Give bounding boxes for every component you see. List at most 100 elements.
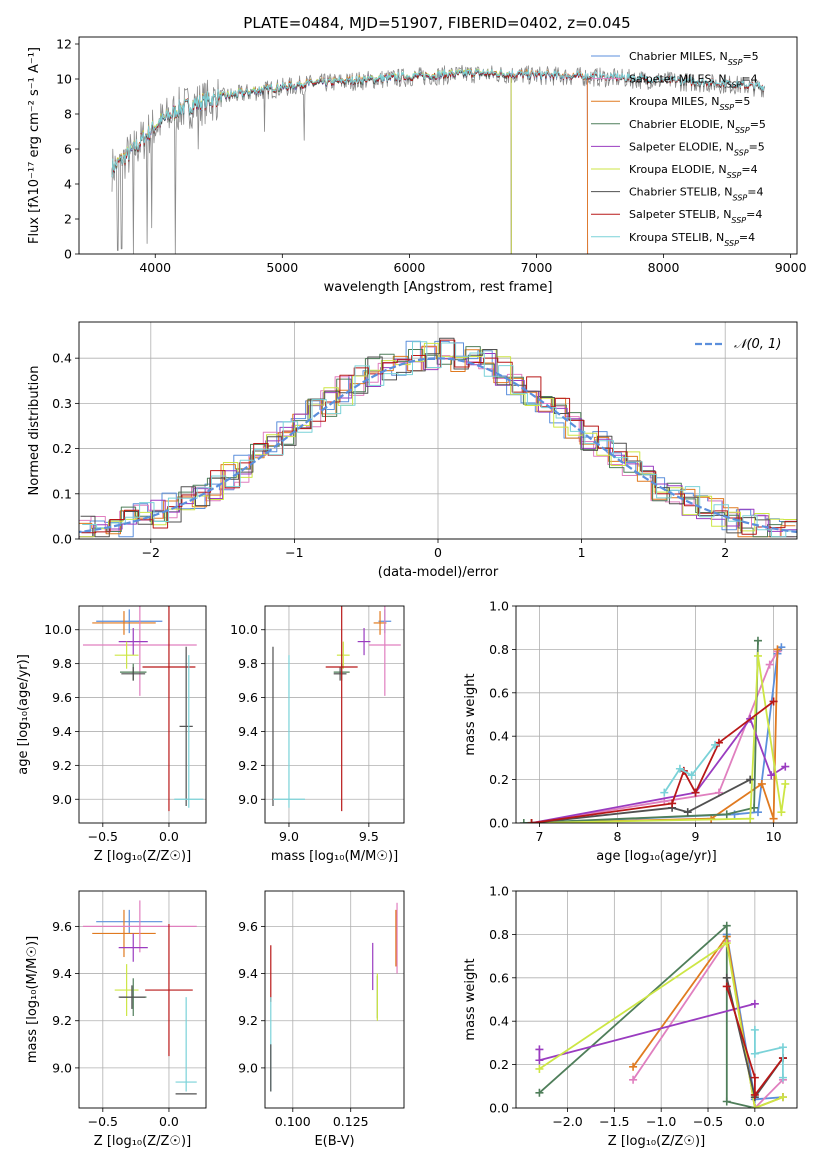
y-tick-label: 0.8 xyxy=(489,927,509,942)
y-axis-label: Flux [fλ10⁻¹⁷ erg cm⁻² s⁻¹ A⁻¹] xyxy=(27,47,42,244)
y-axis-label: Normed distribution xyxy=(27,366,42,496)
weight-marker xyxy=(722,982,731,991)
y-tick-label: 9.4 xyxy=(52,966,72,981)
x-tick-label: 7000 xyxy=(521,260,553,275)
plot-area xyxy=(272,606,401,812)
x-tick-label: −1.5 xyxy=(599,1114,629,1129)
grid xyxy=(79,891,206,1108)
weight-marker xyxy=(675,764,684,773)
errorbar-salpeter-elodie xyxy=(357,628,371,656)
x-tick-label: −2 xyxy=(142,545,160,560)
y-tick-label: 10 xyxy=(56,72,72,87)
x-tick-label: 8000 xyxy=(648,260,680,275)
weight-line-kroupa-stelib xyxy=(754,1029,784,1078)
x-tick-label: 2 xyxy=(721,545,729,560)
y-tick-label: 9.2 xyxy=(238,758,258,773)
x-tick-label: 8 xyxy=(613,829,621,844)
weight-marker xyxy=(660,788,669,797)
legend-label: Salpeter STELIB, NSSP=4 xyxy=(629,208,762,225)
histogram-kroupa-miles xyxy=(79,345,796,538)
model-spectrum-kroupa-stelib xyxy=(111,68,766,177)
x-axis-label: age [log₁₀(age/yr)] xyxy=(596,849,717,864)
y-tick-label: 8 xyxy=(64,107,72,122)
x-tick-label: 5000 xyxy=(266,260,298,275)
weight-marker xyxy=(519,819,528,823)
y-tick-label: 9.2 xyxy=(52,1013,72,1028)
y-tick-label: 9.0 xyxy=(238,1060,258,1075)
x-tick-label: 0.0 xyxy=(159,1114,179,1129)
y-tick-label: 0.2 xyxy=(489,772,509,787)
x-tick-label: 0.0 xyxy=(159,829,179,844)
x-tick-label: 0.100 xyxy=(275,1114,311,1129)
legend: Chabrier MILES, NSSP=5 Salpeter MILES, NS… xyxy=(591,50,766,247)
y-tick-label: 2 xyxy=(64,212,72,227)
y-tick-label: 10.0 xyxy=(230,622,258,637)
weight-marker xyxy=(750,1073,759,1082)
y-tick-label: 0.0 xyxy=(489,1101,509,1116)
axes-frame xyxy=(264,605,405,824)
x-tick-label: 7 xyxy=(535,829,543,844)
y-tick-label: 1.0 xyxy=(489,599,509,614)
errorbar-kroupa-miles xyxy=(92,611,156,635)
y-tick-label: 9.2 xyxy=(52,758,72,773)
weight-marker xyxy=(629,1075,638,1084)
y-tick-label: 4 xyxy=(64,177,72,192)
errorbar-salpeter-stelib xyxy=(145,924,193,1057)
errorbar-salpeter-elodie xyxy=(118,628,148,656)
y-tick-label: 0.4 xyxy=(489,729,509,744)
histogram-salpeter-elodie xyxy=(79,353,797,538)
y-tick-label: 0.0 xyxy=(489,816,509,831)
legend-label: Salpeter ELODIE, NSSP=5 xyxy=(629,140,765,157)
errorbar-kroupa-elodie xyxy=(114,964,139,1017)
y-tick-label: 0.8 xyxy=(489,642,509,657)
grid xyxy=(265,606,404,823)
y-tick-label: 0 xyxy=(64,247,72,262)
weight-marker xyxy=(767,771,776,780)
weight-line-chabrier-elodie xyxy=(523,640,759,823)
y-tick-label: 9.4 xyxy=(52,724,72,739)
weight-marker xyxy=(753,636,762,645)
y-tick-label: 9.0 xyxy=(52,792,72,807)
legend-label: Kroupa ELODIE, NSSP=4 xyxy=(629,163,758,180)
weight-marker xyxy=(773,645,782,654)
y-tick-label: 0.3 xyxy=(52,396,72,411)
legend-label: Salpeter MILES, NSSP=4 xyxy=(629,73,758,90)
weight-marker xyxy=(668,799,677,808)
weight-marker xyxy=(769,697,778,706)
errorbar-salpeter-stelib xyxy=(142,606,196,812)
y-tick-label: 9.2 xyxy=(238,1013,258,1028)
plot-area xyxy=(111,64,766,254)
legend-label: Chabrier MILES, NSSP=5 xyxy=(629,50,759,67)
weight-marker xyxy=(777,808,786,817)
model-spectrum-kroupa-miles xyxy=(111,68,589,254)
errorbar-chabrier-miles xyxy=(96,609,163,634)
grid xyxy=(79,606,206,823)
y-tick-label: 9.4 xyxy=(238,966,258,981)
weight-line-salpeter-elodie xyxy=(538,1002,756,1062)
axes-frame xyxy=(515,605,798,824)
x-axis-label: Z [log₁₀(Z/Z☉)] xyxy=(94,1134,191,1149)
y-axis-label: age [log₁₀(age/yr)] xyxy=(16,654,31,775)
panel-spectrum: 4000 5000 6000 7000 8000 9000 0 2 4 6 8 10 12 wavelen… xyxy=(27,37,807,296)
weight-marker xyxy=(687,771,696,780)
x-axis-label: E(B-V) xyxy=(314,1134,354,1149)
weight-marker xyxy=(769,814,778,823)
weight-marker xyxy=(535,1045,544,1054)
panel-weight-vs-age: 7 8 9 10 0.0 0.2 0.4 0.6 0.8 1.0 age [log₁₀(age/yr… xyxy=(463,599,798,864)
x-tick-label: 9000 xyxy=(775,260,807,275)
plot-area xyxy=(79,337,797,538)
plot-area xyxy=(82,606,204,812)
y-tick-label: 0.0 xyxy=(52,532,72,547)
grid xyxy=(79,322,797,540)
y-tick-label: 0.6 xyxy=(489,970,509,985)
weight-marker xyxy=(750,999,759,1008)
x-axis-label: Z [log₁₀(Z/Z☉)] xyxy=(94,849,191,864)
figure-title: PLATE=0484, MJD=51907, FIBERID=0402, z=0… xyxy=(243,14,630,32)
x-tick-label: 0 xyxy=(434,545,442,560)
plot-area xyxy=(519,636,790,823)
x-axis-label: Z [log₁₀(Z/Z☉)] xyxy=(608,1134,705,1149)
weight-marker xyxy=(753,808,762,817)
x-tick-label: 4000 xyxy=(139,260,171,275)
model-spectrum-chabrier-miles xyxy=(111,69,589,254)
